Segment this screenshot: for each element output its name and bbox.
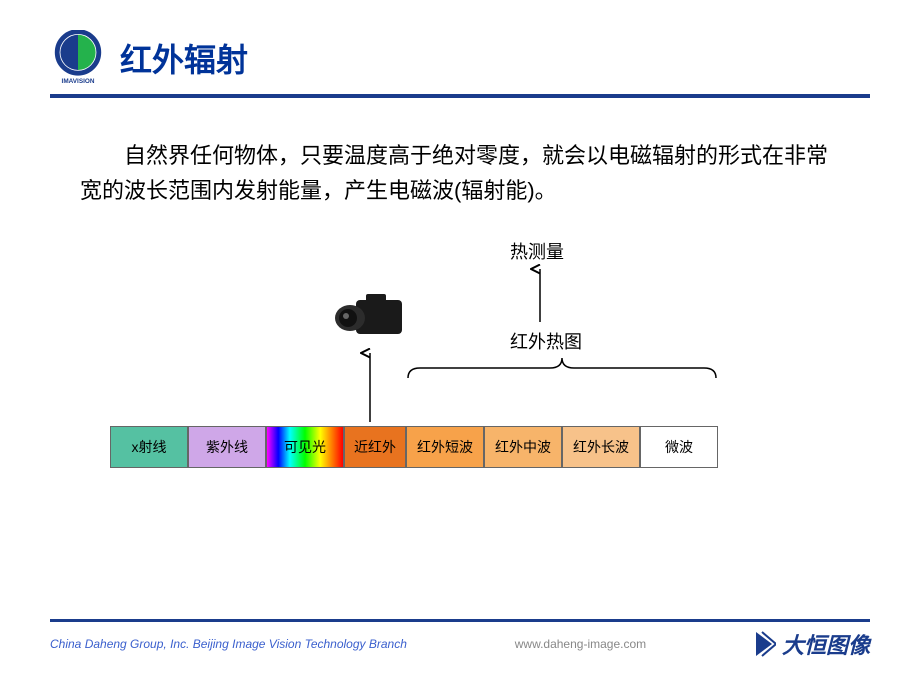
- label-thermal-measure: 热测量: [510, 238, 564, 264]
- band-5: 红外中波: [484, 426, 562, 468]
- header-rule: [50, 94, 870, 98]
- band-4: 红外短波: [406, 426, 484, 468]
- footer-brand: 大恒图像: [754, 628, 870, 660]
- arrow-thermal: [530, 264, 550, 324]
- body-paragraph: 自然界任何物体，只要温度高于绝对零度，就会以电磁辐射的形式在非常宽的波长范围内发…: [80, 138, 840, 208]
- camera-icon: [334, 288, 406, 340]
- band-3: 近红外: [344, 426, 406, 468]
- footer-brand-text: 大恒图像: [782, 628, 870, 660]
- footer-url: www.daheng-image.com: [515, 637, 646, 651]
- band-7: 微波: [640, 426, 718, 468]
- chevron-icon: [754, 630, 776, 658]
- band-0: x射线: [110, 426, 188, 468]
- arrow-camera: [360, 348, 380, 424]
- brace-icon: [406, 356, 718, 380]
- header: IMAVISION 红外辐射: [0, 0, 920, 94]
- spectrum-diagram: 热测量 红外热图 x射线紫外线可见光近红外红外短波红外中波红外长波微波: [110, 238, 810, 478]
- footer-company: China Daheng Group, Inc. Beijing Image V…: [50, 637, 407, 651]
- spectrum-bands: x射线紫外线可见光近红外红外短波红外中波红外长波微波: [110, 426, 718, 468]
- band-2: 可见光: [266, 426, 344, 468]
- band-6: 红外长波: [562, 426, 640, 468]
- logo-text: IMAVISION: [62, 78, 95, 85]
- footer-rule: [50, 619, 870, 622]
- label-thermal-image: 红外热图: [510, 328, 582, 354]
- page-title: 红外辐射: [120, 35, 248, 81]
- band-1: 紫外线: [188, 426, 266, 468]
- footer: China Daheng Group, Inc. Beijing Image V…: [50, 619, 870, 660]
- logo-icon: IMAVISION: [50, 30, 106, 86]
